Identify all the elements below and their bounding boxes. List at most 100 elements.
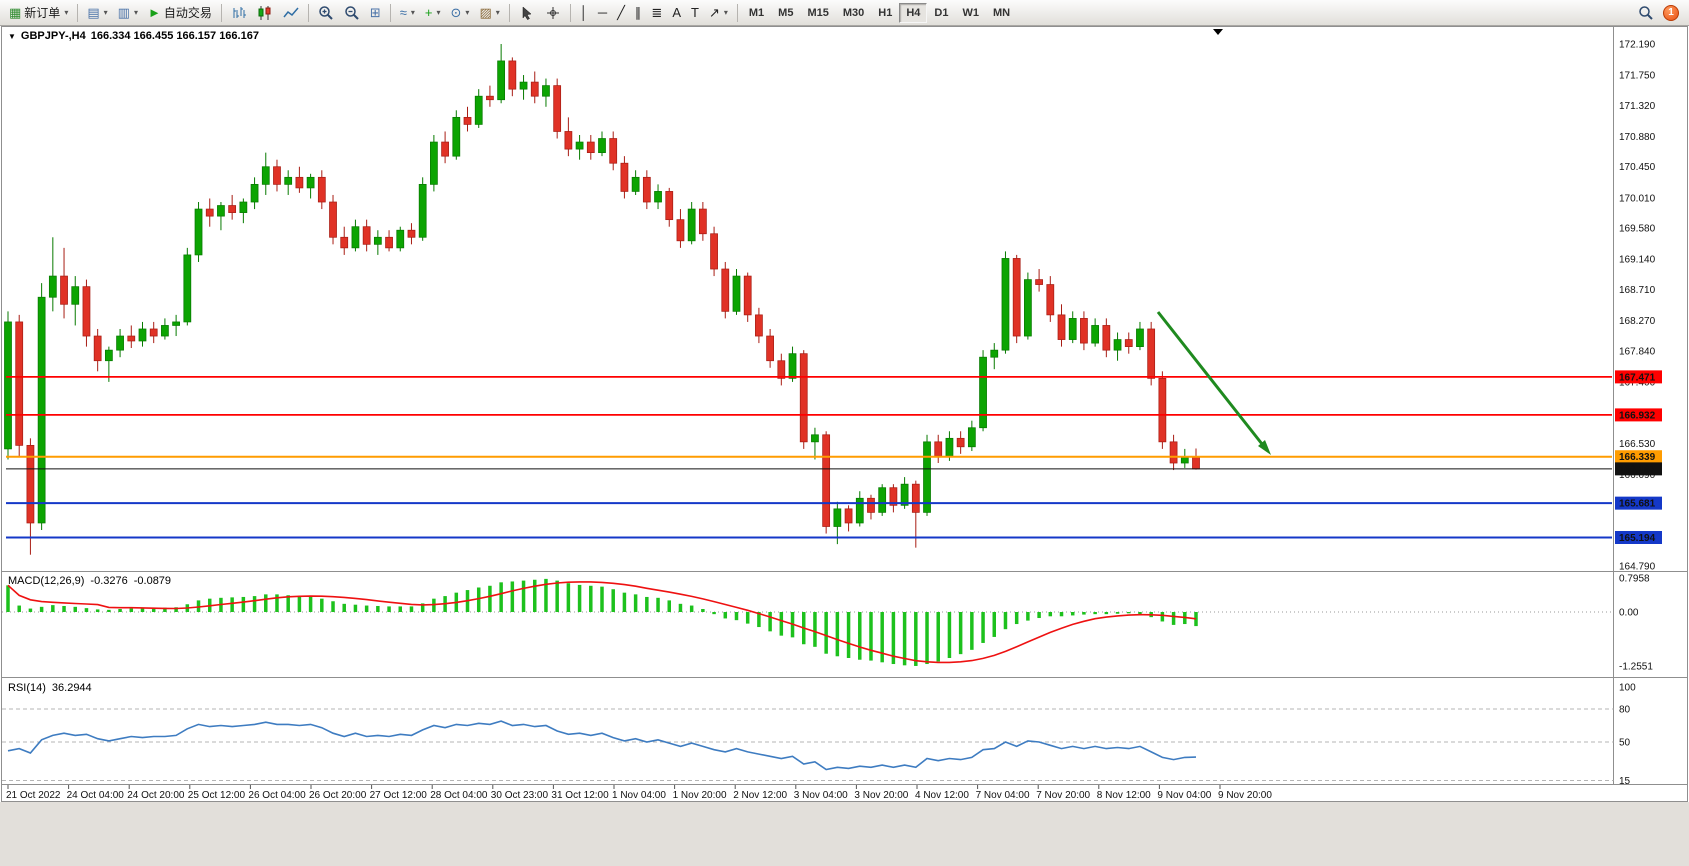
candlestick-button[interactable] (252, 2, 278, 23)
support-line-1-tag (1615, 496, 1662, 510)
timeframe-h4-button[interactable]: H4 (899, 2, 928, 23)
price-axis-label[interactable]: 167.840 (1619, 346, 1656, 357)
time-axis-label[interactable]: 9 Nov 20:00 (1218, 790, 1272, 801)
price-axis-label[interactable]: 170.450 (1619, 162, 1656, 173)
candle-body (911, 483, 920, 513)
timeframe-m30-button[interactable]: M30 (842, 6, 865, 19)
new-order-button[interactable]: ▦ 新订单 ▾ (4, 2, 73, 23)
time-axis-label[interactable]: 24 Oct 04:00 (67, 790, 125, 801)
price-axis-label[interactable]: 168.710 (1619, 285, 1656, 296)
macd-axis-label[interactable]: 0.7958 (1619, 573, 1650, 584)
time-axis-label[interactable]: 9 Nov 04:00 (1157, 790, 1211, 801)
candle-body (799, 353, 808, 443)
add-indicator-button[interactable]: + ▾ (420, 2, 446, 23)
time-axis-label[interactable]: 8 Nov 12:00 (1097, 790, 1151, 801)
timeframe-m5-button[interactable]: M5 (778, 6, 794, 19)
candle-body (844, 508, 853, 524)
search-button[interactable] (1633, 2, 1659, 23)
rsi-axis-label[interactable]: 50 (1619, 738, 1631, 749)
macd-axis-label[interactable]: -1.2551 (1619, 661, 1653, 672)
candle-body (755, 314, 763, 337)
time-axis-label[interactable]: 26 Oct 20:00 (309, 790, 367, 801)
macd-signal-value: -0.0879 (133, 575, 172, 587)
time-axis-label[interactable]: 28 Oct 04:00 (430, 790, 488, 801)
price-axis-label[interactable]: 166.530 (1619, 439, 1656, 450)
zoom-out-button[interactable] (339, 2, 365, 23)
time-axis-label[interactable]: 25 Oct 12:00 (188, 790, 246, 801)
candle-body (161, 325, 169, 337)
fibonacci-button[interactable]: ≣ (646, 2, 667, 23)
cursor-button[interactable] (514, 2, 540, 23)
chart-dropdown-icon[interactable]: ▼ (8, 31, 16, 41)
candle-body (452, 116, 461, 157)
rsi-axis-label[interactable]: 80 (1619, 705, 1631, 716)
time-axis-label[interactable]: 3 Nov 04:00 (794, 790, 848, 801)
zoom-in-button[interactable] (313, 2, 339, 23)
candles-icon (258, 5, 271, 20)
bar-chart-button[interactable] (226, 2, 252, 23)
arrows-button[interactable]: ↗ ▾ (704, 2, 733, 23)
chart-shift-marker[interactable] (1213, 29, 1223, 35)
timeframe-mn-button[interactable]: MN (992, 6, 1011, 19)
candle-body (430, 141, 438, 185)
line-chart-button[interactable] (278, 2, 304, 23)
time-axis-label[interactable]: 27 Oct 12:00 (370, 790, 428, 801)
new-chart-button[interactable]: ▤ ▾ (82, 2, 112, 23)
periods-button[interactable]: ⊙ ▾ (446, 2, 475, 23)
macd-axis-label[interactable]: 0.00 (1619, 608, 1639, 619)
timeframe-m1-button[interactable]: M1 (748, 6, 765, 19)
templates-button[interactable]: ▨ ▾ (474, 2, 504, 23)
time-axis-label[interactable]: 21 Oct 2022 (6, 790, 61, 801)
auto-trading-button[interactable]: ► 自动交易 (143, 2, 217, 23)
down-arrow-annotation[interactable] (1156, 311, 1264, 445)
candle-body (295, 176, 304, 189)
candle-body (575, 141, 584, 150)
rsi-axis-label[interactable]: 15 (1619, 776, 1631, 787)
time-axis-label[interactable]: 7 Nov 04:00 (976, 790, 1030, 801)
price-axis-label[interactable]: 171.750 (1619, 71, 1656, 82)
time-axis-label[interactable]: 3 Nov 20:00 (854, 790, 908, 801)
toolbar-separator (389, 3, 391, 22)
horizontal-line-button[interactable]: ─ (593, 2, 612, 23)
time-axis-label[interactable]: 24 Oct 20:00 (127, 790, 185, 801)
label-button[interactable]: T (686, 2, 704, 23)
price-axis-label[interactable]: 164.790 (1619, 561, 1656, 572)
notification-badge[interactable]: 1 (1663, 4, 1679, 21)
time-axis-label[interactable]: 4 Nov 12:00 (915, 790, 969, 801)
timeframe-w1-button[interactable]: W1 (962, 6, 979, 19)
tile-windows-button[interactable]: ⊞ (365, 2, 386, 23)
text-button[interactable]: A (667, 2, 686, 23)
price-axis-label[interactable]: 170.010 (1619, 193, 1656, 204)
trendline-button[interactable]: ╱ (612, 2, 630, 23)
timeframe-h1-button[interactable]: H1 (878, 6, 893, 19)
candle-body (228, 205, 237, 213)
time-axis-label[interactable]: 7 Nov 20:00 (1036, 790, 1090, 801)
indicators-button[interactable]: ≈ ▾ (395, 2, 420, 23)
candle-body (1192, 456, 1200, 470)
candle-body (407, 229, 416, 238)
price-axis-label[interactable]: 169.140 (1619, 255, 1656, 266)
vertical-line-button[interactable]: │ (575, 2, 593, 23)
channel-button[interactable]: ∥ (630, 2, 647, 23)
price-axis-label[interactable]: 170.880 (1619, 132, 1656, 143)
price-axis-label[interactable]: 169.580 (1619, 224, 1656, 235)
price-axis-label[interactable]: 171.320 (1619, 101, 1656, 112)
price-axis-label[interactable]: 172.190 (1619, 40, 1656, 51)
rsi-axis-label[interactable]: 100 (1619, 683, 1636, 694)
price-axis-label[interactable]: 168.270 (1619, 316, 1656, 327)
crosshair-button[interactable] (540, 2, 566, 23)
time-axis-label[interactable]: 30 Oct 23:00 (491, 790, 549, 801)
toolbar-separator (569, 3, 571, 22)
time-axis-label[interactable]: 26 Oct 04:00 (248, 790, 306, 801)
time-axis-label[interactable]: 1 Nov 20:00 (673, 790, 727, 801)
candle-body (1169, 441, 1178, 464)
fibonacci-icon: ≣ (651, 5, 663, 20)
timeframe-m15-button[interactable]: M15 (807, 6, 829, 19)
candle-body (687, 208, 696, 242)
timeframe-d1-button[interactable]: D1 (934, 6, 949, 19)
time-axis-label[interactable]: 31 Oct 12:00 (551, 790, 609, 801)
profiles-button[interactable]: ▥ ▾ (113, 2, 143, 23)
time-axis-label[interactable]: 1 Nov 04:00 (612, 790, 666, 801)
time-axis-label[interactable]: 2 Nov 12:00 (733, 790, 787, 801)
